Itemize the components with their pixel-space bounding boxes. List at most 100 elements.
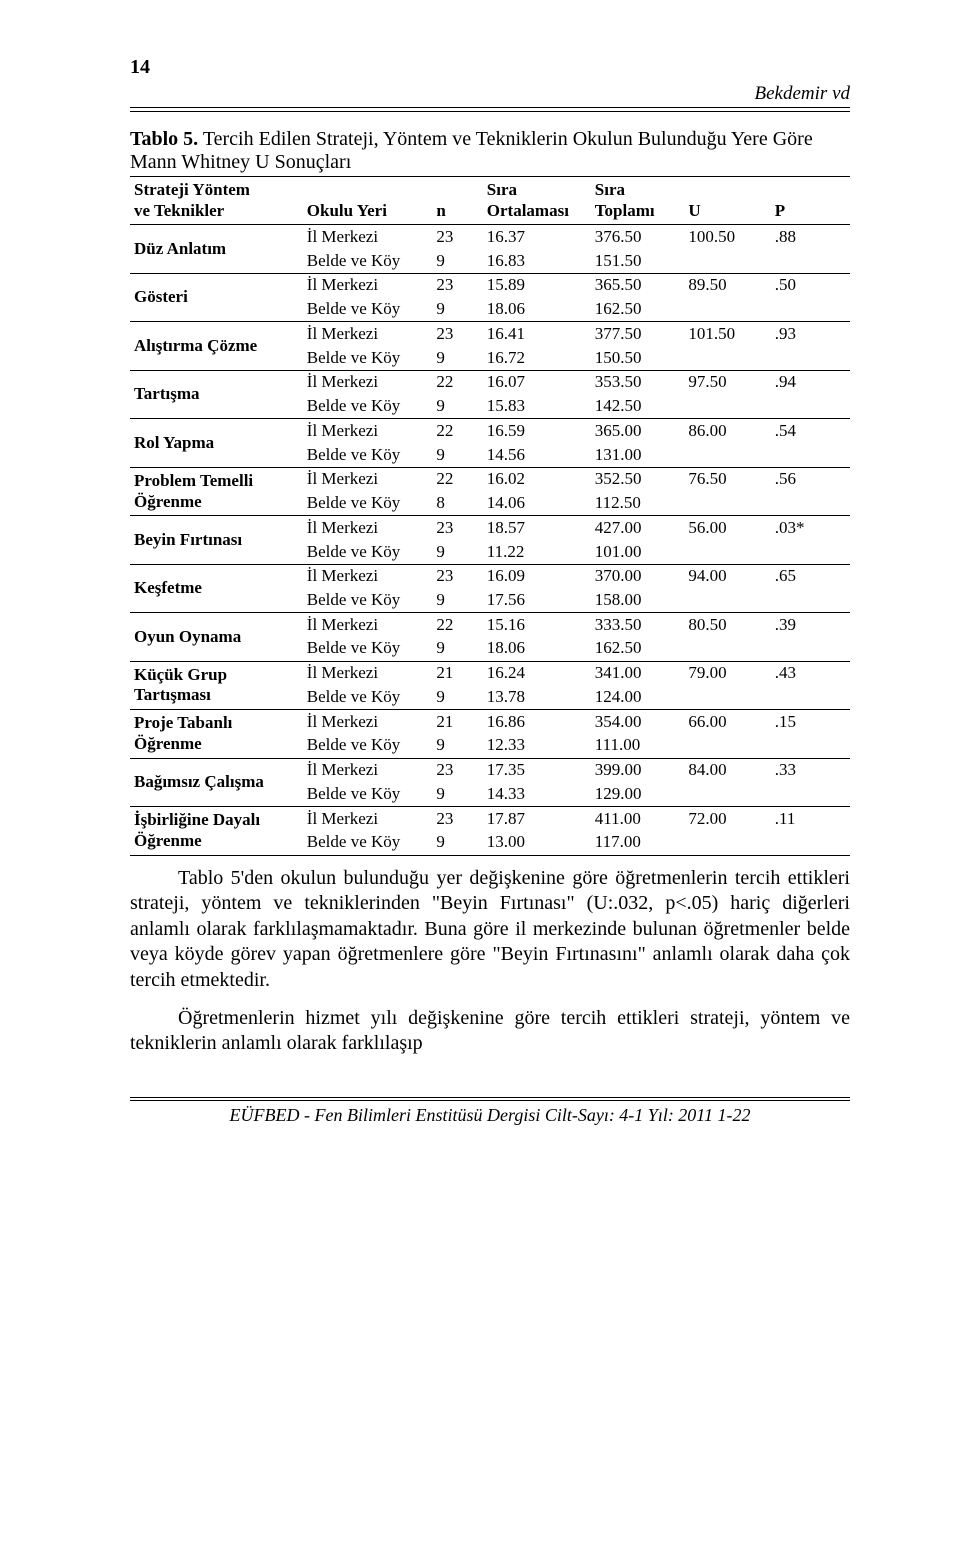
cell-location: Belde ve Köy <box>303 685 433 709</box>
cell-location: İl Merkezi <box>303 370 433 394</box>
cell-location: İl Merkezi <box>303 467 433 491</box>
cell-n: 9 <box>432 346 482 370</box>
cell-n: 22 <box>432 613 482 637</box>
cell-top: 353.50 <box>591 370 685 394</box>
group-name: Rol Yapma <box>130 419 303 467</box>
table-row: Alıştırma Çözmeİl Merkezi2316.41377.5010… <box>130 322 850 346</box>
cell-p: .94 <box>771 370 850 418</box>
table-row: Tartışmaİl Merkezi2216.07353.5097.50.94 <box>130 370 850 394</box>
cell-location: İl Merkezi <box>303 225 433 249</box>
cell-ort: 16.37 <box>483 225 591 249</box>
body-paragraph-2: Öğretmenlerin hizmet yılı değişkenine gö… <box>130 1006 850 1057</box>
cell-n: 23 <box>432 322 482 346</box>
cell-location: İl Merkezi <box>303 273 433 297</box>
cell-ort: 16.02 <box>483 467 591 491</box>
table-row: Keşfetmeİl Merkezi2316.09370.0094.00.65 <box>130 564 850 588</box>
cell-location: Belde ve Köy <box>303 831 433 855</box>
cell-location: Belde ve Köy <box>303 492 433 516</box>
cell-location: İl Merkezi <box>303 322 433 346</box>
cell-ort: 16.07 <box>483 370 591 394</box>
cell-location: İl Merkezi <box>303 710 433 734</box>
cell-p: .88 <box>771 225 850 273</box>
cell-location: Belde ve Köy <box>303 588 433 612</box>
caption-label: Tablo 5. <box>130 128 198 150</box>
cell-u: 76.50 <box>684 467 770 515</box>
cell-n: 9 <box>432 588 482 612</box>
cell-location: Belde ve Köy <box>303 298 433 322</box>
cell-location: İl Merkezi <box>303 661 433 685</box>
cell-top: 341.00 <box>591 661 685 685</box>
cell-top: 376.50 <box>591 225 685 249</box>
cell-top: 117.00 <box>591 831 685 855</box>
header-author: Bekdemir vd <box>755 83 850 105</box>
cell-top: 399.00 <box>591 758 685 782</box>
table-header-row: Strateji Yöntem ve Teknikler Okulu Yeri … <box>130 177 850 225</box>
table-caption: Tablo 5. Tercih Edilen Strateji, Yöntem … <box>130 128 850 174</box>
cell-ort: 12.33 <box>483 734 591 758</box>
cell-location: Belde ve Köy <box>303 395 433 419</box>
cell-ort: 16.41 <box>483 322 591 346</box>
running-header: Bekdemir vd <box>130 83 850 108</box>
cell-u: 56.00 <box>684 516 770 564</box>
group-name: Gösteri <box>130 273 303 321</box>
footer: EÜFBED - Fen Bilimleri Enstitüsü Dergisi… <box>130 1097 850 1126</box>
cell-top: 427.00 <box>591 516 685 540</box>
cell-u: 100.50 <box>684 225 770 273</box>
cell-ort: 14.56 <box>483 443 591 467</box>
cell-location: Belde ve Köy <box>303 637 433 661</box>
group-name: Alıştırma Çözme <box>130 322 303 370</box>
table-row: Düz Anlatımİl Merkezi2316.37376.50100.50… <box>130 225 850 249</box>
table-row: Bağımsız Çalışmaİl Merkezi2317.35399.008… <box>130 758 850 782</box>
cell-location: Belde ve Köy <box>303 782 433 806</box>
cell-top: 142.50 <box>591 395 685 419</box>
table-row: Beyin Fırtınasıİl Merkezi2318.57427.0056… <box>130 516 850 540</box>
cell-ort: 18.06 <box>483 637 591 661</box>
cell-n: 23 <box>432 758 482 782</box>
cell-ort: 14.33 <box>483 782 591 806</box>
th-sira-ort: Sıra Ortalaması <box>483 177 591 225</box>
table-row: Oyun Oynamaİl Merkezi2215.16333.5080.50.… <box>130 613 850 637</box>
cell-n: 21 <box>432 661 482 685</box>
cell-top: 162.50 <box>591 298 685 322</box>
cell-n: 22 <box>432 467 482 491</box>
cell-u: 94.00 <box>684 564 770 612</box>
cell-ort: 16.09 <box>483 564 591 588</box>
cell-u: 97.50 <box>684 370 770 418</box>
cell-ort: 15.83 <box>483 395 591 419</box>
cell-location: İl Merkezi <box>303 613 433 637</box>
cell-ort: 17.87 <box>483 807 591 831</box>
cell-ort: 14.06 <box>483 492 591 516</box>
cell-location: Belde ve Köy <box>303 734 433 758</box>
cell-ort: 15.89 <box>483 273 591 297</box>
cell-ort: 17.35 <box>483 758 591 782</box>
cell-top: 377.50 <box>591 322 685 346</box>
group-name: İşbirliğine Dayalı Öğrenme <box>130 807 303 855</box>
cell-p: .56 <box>771 467 850 515</box>
cell-top: 354.00 <box>591 710 685 734</box>
cell-top: 150.50 <box>591 346 685 370</box>
cell-top: 124.00 <box>591 685 685 709</box>
cell-u: 79.00 <box>684 661 770 709</box>
cell-ort: 16.24 <box>483 661 591 685</box>
cell-u: 89.50 <box>684 273 770 321</box>
cell-location: İl Merkezi <box>303 564 433 588</box>
cell-location: Belde ve Köy <box>303 443 433 467</box>
cell-p: .15 <box>771 710 850 758</box>
cell-ort: 11.22 <box>483 540 591 564</box>
group-name: Tartışma <box>130 370 303 418</box>
cell-n: 23 <box>432 564 482 588</box>
cell-top: 158.00 <box>591 588 685 612</box>
cell-n: 8 <box>432 492 482 516</box>
cell-n: 9 <box>432 540 482 564</box>
cell-u: 101.50 <box>684 322 770 370</box>
cell-u: 86.00 <box>684 419 770 467</box>
cell-ort: 16.59 <box>483 419 591 443</box>
cell-u: 80.50 <box>684 613 770 661</box>
cell-location: İl Merkezi <box>303 516 433 540</box>
cell-n: 9 <box>432 249 482 273</box>
cell-p: .65 <box>771 564 850 612</box>
cell-n: 9 <box>432 734 482 758</box>
cell-location: Belde ve Köy <box>303 249 433 273</box>
table-row: Proje Tabanlı Öğrenmeİl Merkezi2116.8635… <box>130 710 850 734</box>
cell-n: 9 <box>432 395 482 419</box>
